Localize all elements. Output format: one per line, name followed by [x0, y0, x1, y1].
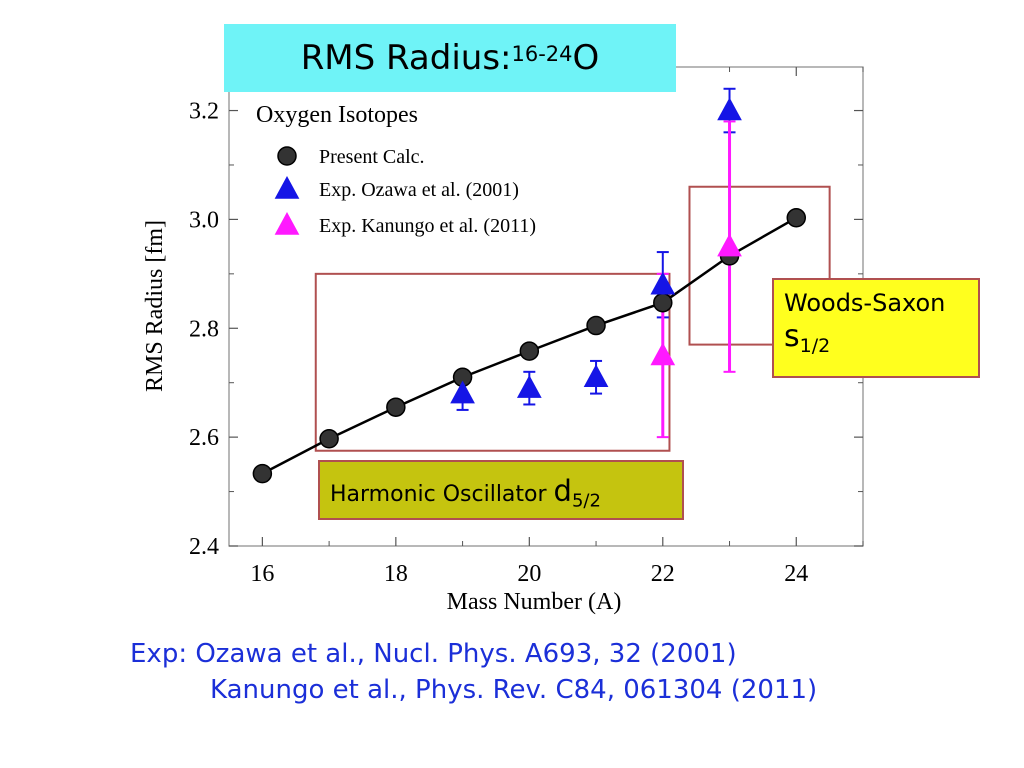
woods-saxon-label: Woods-Saxon	[784, 289, 946, 317]
y-tick-label: 2.6	[189, 425, 219, 451]
present-calc-point	[252, 463, 273, 484]
legend-title: Oxygen Isotopes	[256, 102, 418, 128]
slide-title: RMS Radius: 16-24 O	[224, 24, 676, 92]
kanungo-point	[717, 233, 742, 257]
ozawa-point	[650, 271, 676, 295]
legend-label-calc: Present Calc.	[319, 146, 425, 168]
y-tick-label: 3.0	[189, 207, 219, 233]
title-element: O	[572, 38, 600, 78]
references: Exp: Ozawa et al., Nucl. Phys. A693, 32 …	[130, 636, 817, 708]
title-text: RMS Radius:	[300, 38, 512, 78]
y-axis-label: RMS Radius [fm]	[142, 220, 168, 392]
legend: Oxygen Isotopes Present Calc. Exp. Ozawa e…	[256, 102, 536, 237]
present-calc-point	[519, 341, 540, 361]
present-calc-point	[586, 315, 606, 336]
ozawa-point	[450, 380, 475, 404]
ozawa-point	[516, 375, 542, 398]
legend-marker-ozawa	[274, 176, 300, 199]
x-tick-label: 20	[517, 561, 541, 587]
present-calc-point	[786, 208, 807, 228]
legend-label-kanungo: Exp. Kanungo et al. (2011)	[319, 215, 536, 237]
harmonic-oscillator-region	[314, 272, 671, 452]
y-tick-label: 2.4	[189, 534, 219, 560]
ozawa-point	[583, 364, 609, 388]
y-tick-label: 3.2	[189, 99, 219, 125]
x-tick-label: 16	[250, 561, 274, 587]
present-calc-point	[386, 397, 406, 417]
ozawa-point	[717, 97, 742, 121]
legend-label-ozawa: Exp. Ozawa et al. (2001)	[319, 179, 519, 201]
present-calc-point	[319, 429, 339, 449]
ho-label: Harmonic Oscillator	[330, 482, 554, 507]
x-tick-label: 24	[784, 561, 808, 587]
ws-orbital: s	[784, 319, 800, 354]
legend-marker-calc	[277, 146, 297, 166]
title-mass-range: 16-24	[511, 42, 573, 66]
reference-kanungo: Kanungo et al., Phys. Rev. C84, 061304 (…	[210, 675, 818, 705]
x-tick-label: 22	[651, 561, 675, 587]
woods-saxon-region	[688, 185, 831, 346]
harmonic-oscillator-callout: Harmonic Oscillator d5/2	[318, 460, 684, 520]
legend-marker-kanungo	[274, 212, 300, 235]
kanungo-point	[650, 342, 676, 366]
ho-orbital-sub: 5/2	[571, 490, 601, 512]
ws-orbital-sub: 1/2	[799, 334, 831, 357]
present-calc-point	[653, 292, 673, 313]
x-tick-label: 18	[384, 561, 408, 587]
woods-saxon-callout: Woods-Saxon s1/2	[772, 278, 980, 378]
x-axis-label: Mass Number (A)	[447, 589, 622, 615]
reference-ozawa: Exp: Ozawa et al., Nucl. Phys. A693, 32 …	[130, 639, 737, 669]
ho-orbital: d	[553, 474, 572, 508]
y-tick-label: 2.8	[189, 316, 219, 342]
